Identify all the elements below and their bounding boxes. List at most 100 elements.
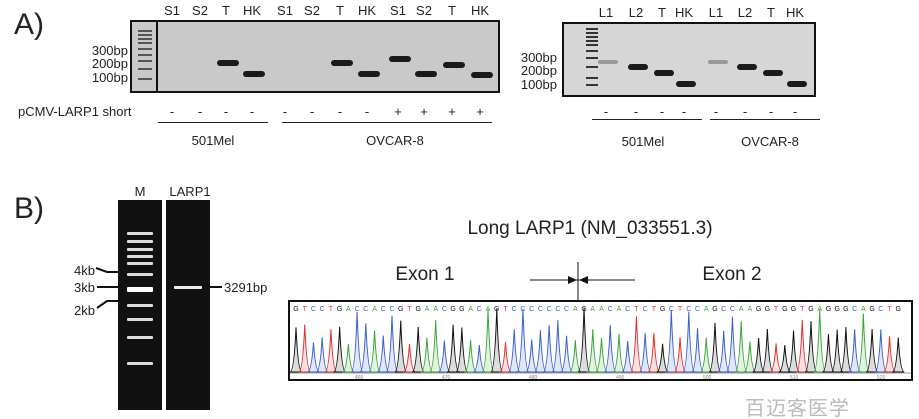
trace-peak [664,309,678,373]
marker-band [127,287,153,292]
lane-label: HK [357,3,377,18]
trace-peak [368,330,381,373]
trace-peak [473,344,486,373]
treatment-sign: - [364,104,370,119]
trace-peak [743,341,757,373]
ladder-band [138,30,152,32]
lane-label: S1 [164,3,180,18]
gel-band [217,60,239,67]
base-call: C [730,306,735,313]
treatment-sign: + [476,104,484,119]
trace-peak [411,327,425,373]
gel-band [787,80,807,87]
marker-band [127,304,153,307]
trace-peak [525,339,538,373]
group-label-ovcar8: OVCAR-8 [741,134,799,149]
base-call: C [686,306,691,313]
ladder-band [586,36,598,38]
trace-peak [377,335,390,373]
base-call: G [450,306,455,313]
group-underline [158,122,268,123]
lane-label: S1 [390,3,406,18]
base-call: C [625,306,630,313]
base-call: G [826,306,831,313]
size-marker: 200bp [91,56,128,71]
position-tick: 520 [877,375,886,381]
marker-band [127,362,153,365]
trace-peak [560,335,573,373]
trace-peak [848,329,861,373]
ladder-band [586,57,598,59]
treatment-sign: - [681,104,687,119]
larp1-band-size: 3291bp [224,280,268,295]
base-call: G [834,306,839,313]
base-call: A [573,306,578,313]
base-call: C [852,306,857,313]
base-call: G [896,306,901,313]
marker-band [127,273,153,276]
trace-peak [778,345,791,373]
base-call: C [311,306,316,313]
group-label-501mel: 501Mel [191,133,235,148]
base-call: G [712,306,717,313]
ladder-band [586,66,598,68]
lane-label: L1 [598,5,614,20]
trace-peak [856,313,870,373]
trace-peak [429,320,443,373]
size-marker: 300bp [520,50,557,65]
treatment-sign: - [337,104,343,119]
trace-peak [420,337,434,373]
trace-peak [481,309,495,373]
trace-peak [761,328,774,373]
gel-band [415,70,437,77]
trace-peak [638,332,652,373]
marker-band [127,255,153,258]
lane-label: T [767,5,775,20]
trace-peak [350,311,364,373]
trace-peak [795,319,809,373]
base-call: G [756,306,761,313]
base-call: C [608,306,613,313]
base-call: T [407,306,412,313]
trace-peak [874,329,888,373]
treatment-sign: - [633,104,639,119]
trace-peak [586,329,600,373]
treatment-sign: - [603,104,609,119]
base-call: A [617,306,622,313]
base-call: C [320,306,325,313]
base-call: C [363,306,368,313]
trace-peak [577,307,591,373]
base-call: A [599,306,604,313]
trace-peak [516,308,530,373]
base-call: C [669,306,674,313]
treatment-label: pCMV-LARP1 short [18,104,132,119]
trace-peak [298,324,312,373]
lane-label: L2 [737,5,753,20]
trace-peak [647,332,661,373]
marker-gel-lane [118,200,162,410]
trace-peak [865,328,879,373]
base-call: C [555,306,560,313]
trace-peak [656,343,669,373]
lane-label: T [448,3,456,18]
base-call: T [678,306,683,313]
treatment-sign: + [448,104,456,119]
treatment-sign: + [394,104,402,119]
base-call: T [329,306,334,313]
base-call: A [468,306,473,313]
ladder-band [586,28,598,30]
treatment-sign: - [169,104,175,119]
size-marker: 100bp [91,70,128,85]
trace-peak [734,320,748,373]
ladder-band [138,60,152,62]
ladder-divider [156,22,158,91]
group-label-501mel: 501Mel [621,134,665,149]
trace-peak [813,308,827,373]
trace-peak [490,308,504,373]
ladder-band [138,48,152,50]
treatment-sign: - [197,104,203,119]
base-call: G [808,306,813,313]
treatment-sign: - [249,104,255,119]
gel-band [471,71,493,78]
